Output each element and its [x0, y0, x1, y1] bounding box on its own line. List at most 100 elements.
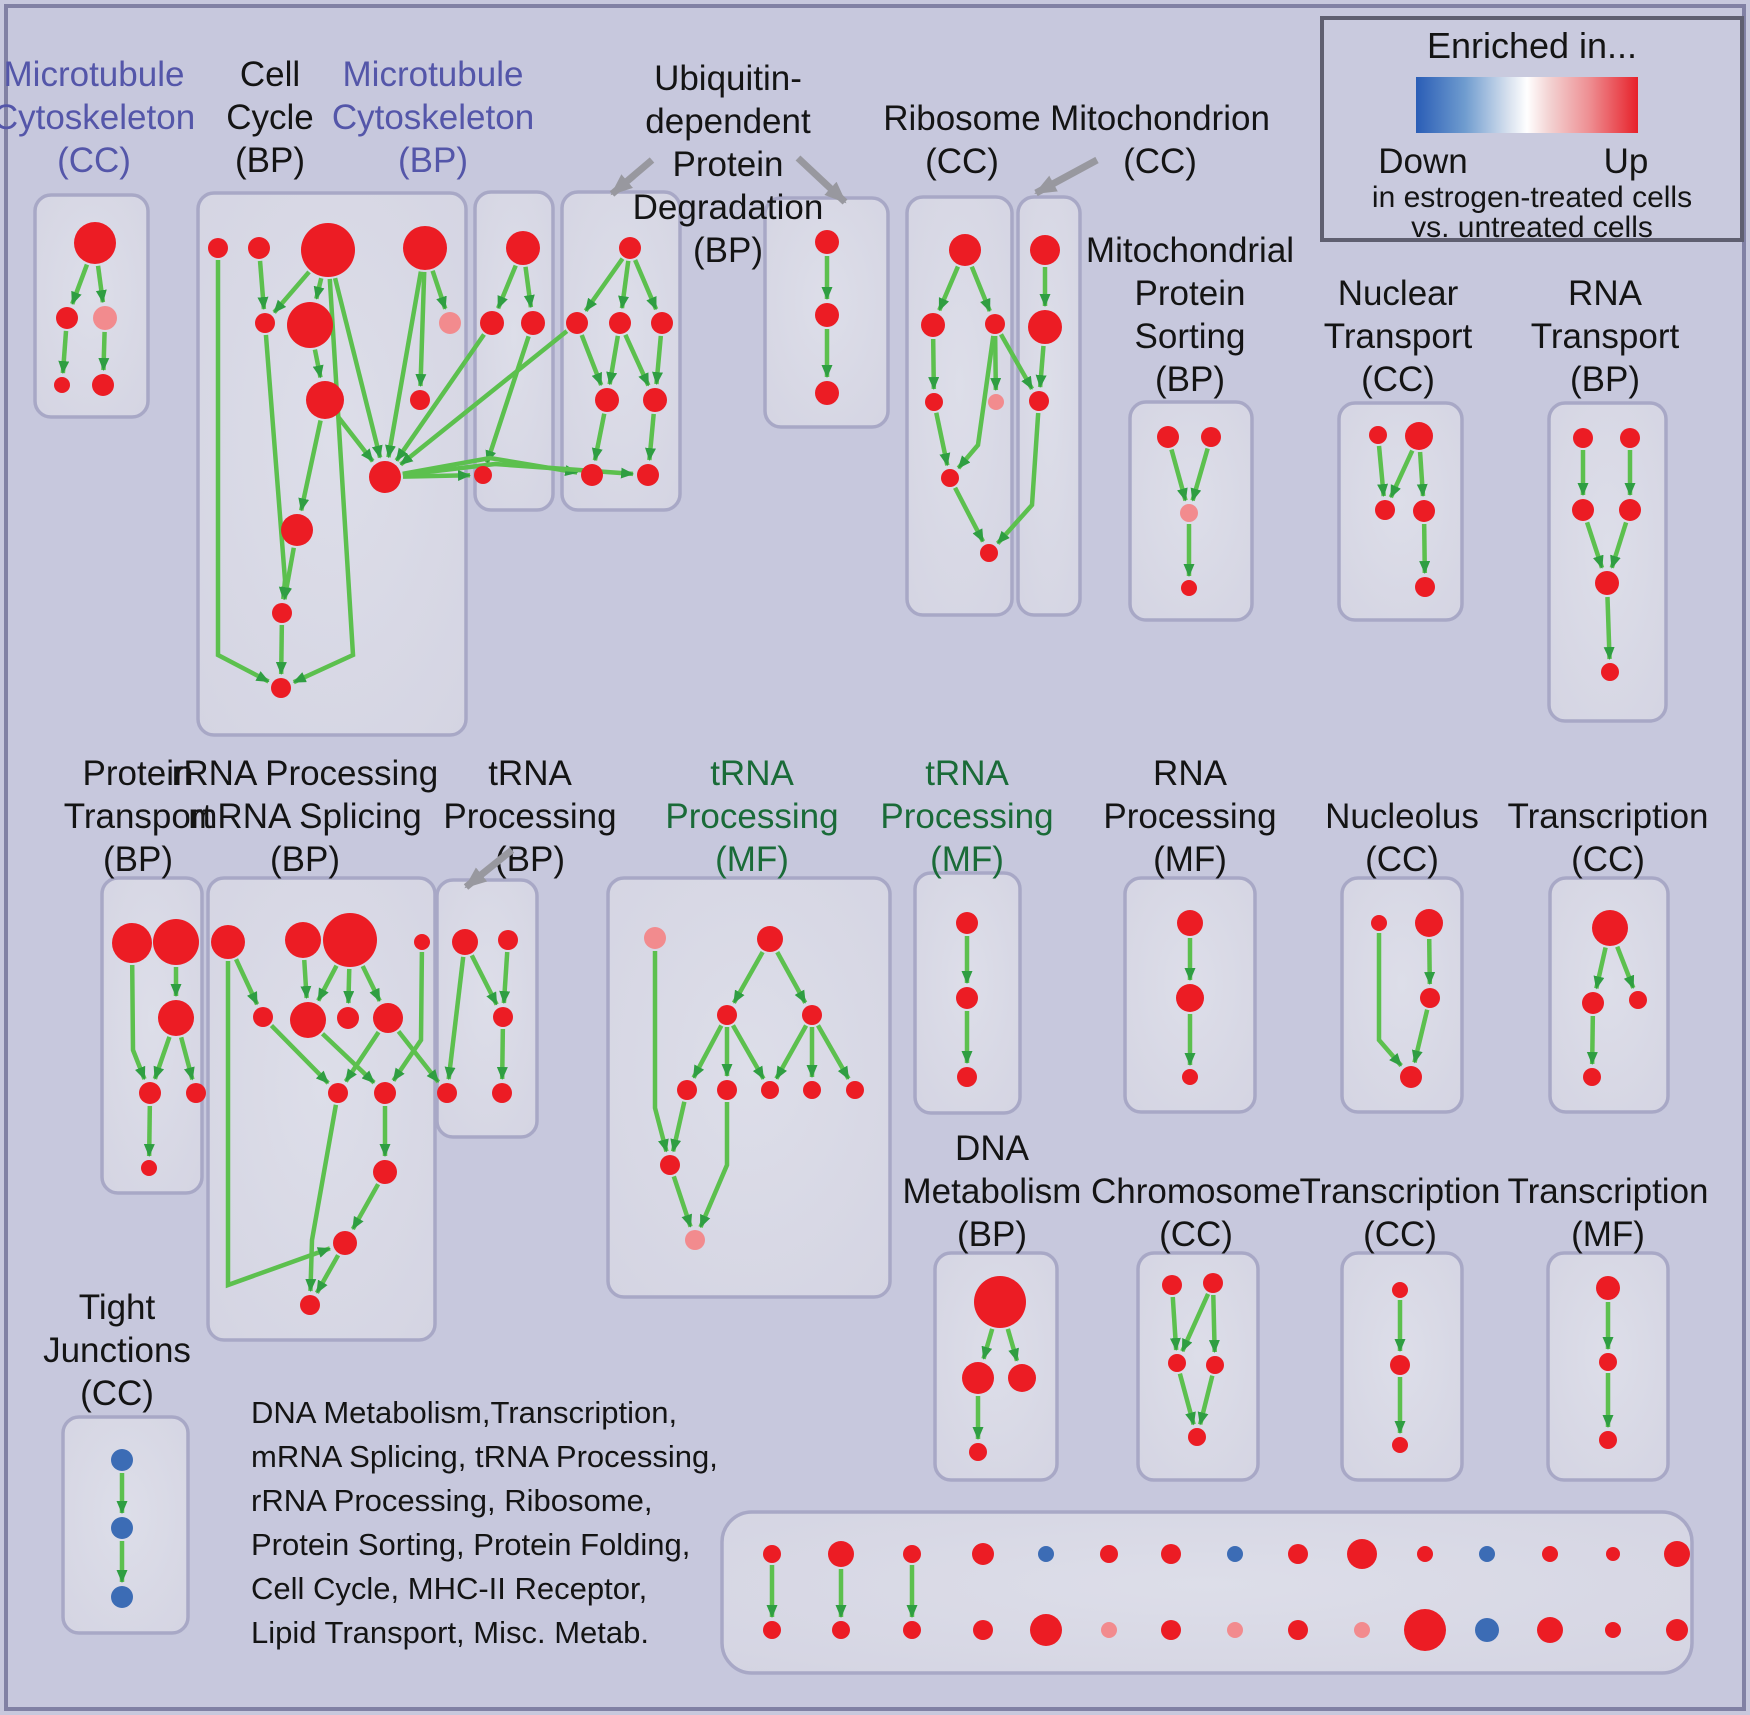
gene-node-rrna_mrna-l3[interactable] — [323, 913, 377, 967]
gene-node-trna_mf1-ns2[interactable] — [717, 1080, 737, 1100]
gene-node-trna_mf1-nb[interactable] — [757, 926, 783, 952]
gene-node-transcription_cc2-r3[interactable] — [1629, 991, 1647, 1009]
gene-node-trna_mf1-nm1[interactable] — [717, 1005, 737, 1025]
gene-node-tight_junctions-w3[interactable] — [111, 1586, 133, 1608]
gene-node-rrna_mrna-l5[interactable] — [253, 1007, 273, 1027]
strip-node-top-3[interactable] — [903, 1545, 921, 1563]
gene-node-trna_mf1-ns4[interactable] — [803, 1081, 821, 1099]
gene-node-chromosome-t2[interactable] — [1203, 1273, 1223, 1293]
strip-node-bottom-7[interactable] — [1161, 1620, 1181, 1640]
gene-node-protein_transport-k2[interactable] — [153, 919, 199, 965]
strip-node-top-11[interactable] — [1417, 1546, 1433, 1562]
gene-node-trna_mf2-o3[interactable] — [957, 1067, 977, 1087]
gene-node-dna_metab-s1[interactable] — [974, 1276, 1026, 1328]
strip-node-bottom-6[interactable] — [1101, 1622, 1117, 1638]
strip-node-top-8[interactable] — [1227, 1546, 1243, 1562]
gene-node-trna_mf1-nf[interactable] — [685, 1230, 705, 1250]
gene-node-rrna_mrna-l2[interactable] — [285, 922, 321, 958]
gene-node-mt_cc-a1[interactable] — [74, 222, 116, 264]
strip-node-bottom-10[interactable] — [1354, 1622, 1370, 1638]
gene-node-cell_cycle-b4[interactable] — [403, 226, 447, 270]
gene-node-mito_sorting-h3[interactable] — [1180, 504, 1198, 522]
strip-node-bottom-4[interactable] — [973, 1620, 993, 1640]
gene-node-cell_cycle-b11[interactable] — [281, 514, 313, 546]
gene-node-ubiq2-e2[interactable] — [815, 303, 839, 327]
gene-node-ubiq1-d6[interactable] — [643, 388, 667, 412]
gene-node-rrna_mrna-l12[interactable] — [333, 1231, 357, 1255]
gene-node-cell_cycle-b3[interactable] — [301, 223, 355, 277]
gene-node-transcription_cc3-u3[interactable] — [1392, 1437, 1408, 1453]
gene-node-mt_cc-a5[interactable] — [92, 374, 114, 396]
gene-node-transcription_cc2-r4[interactable] — [1583, 1068, 1601, 1086]
gene-node-dna_metab-s2[interactable] — [962, 1362, 994, 1394]
gene-node-rrna_mrna-l4[interactable] — [414, 934, 430, 950]
strip-node-bottom-9[interactable] — [1288, 1620, 1308, 1640]
gene-node-cell_cycle-b7[interactable] — [439, 312, 461, 334]
gene-node-rna_proc_mf-p1[interactable] — [1177, 910, 1203, 936]
gene-node-trna_mf1-ns1[interactable] — [677, 1080, 697, 1100]
gene-node-trna_bp-mA[interactable] — [452, 929, 478, 955]
strip-node-top-1[interactable] — [763, 1545, 781, 1563]
gene-node-nucleolus-q4[interactable] — [1400, 1066, 1422, 1088]
gene-node-ubiq1-d2[interactable] — [566, 312, 588, 334]
strip-node-top-9[interactable] — [1288, 1544, 1308, 1564]
gene-node-trna_bp-mE[interactable] — [492, 1083, 512, 1103]
gene-node-mt_cc-a4[interactable] — [54, 377, 70, 393]
gene-node-rna_transport-j5[interactable] — [1595, 571, 1619, 595]
gene-node-trna_bp-mC[interactable] — [493, 1007, 513, 1027]
gene-node-protein_transport-k1[interactable] — [112, 923, 152, 963]
strip-node-bottom-3[interactable] — [903, 1621, 921, 1639]
gene-node-nucleolus-q2[interactable] — [1415, 909, 1443, 937]
gene-node-dna_metab-s3[interactable] — [1008, 1364, 1036, 1392]
gene-node-cell_cycle-b1[interactable] — [208, 238, 228, 258]
strip-node-bottom-12[interactable] — [1475, 1618, 1499, 1642]
gene-node-trna_mf2-o2[interactable] — [956, 987, 978, 1009]
gene-node-protein_transport-k5[interactable] — [186, 1083, 206, 1103]
gene-node-protein_transport-k3[interactable] — [158, 1000, 194, 1036]
gene-node-nuclear_transport-i1[interactable] — [1369, 426, 1387, 444]
gene-node-mito_sorting-h4[interactable] — [1181, 580, 1197, 596]
gene-node-trna_mf1-ns5[interactable] — [846, 1081, 864, 1099]
gene-node-rna_transport-j6[interactable] — [1601, 663, 1619, 681]
gene-node-trna_mf1-nm2[interactable] — [802, 1005, 822, 1025]
gene-node-mt_bp-c2[interactable] — [480, 311, 504, 335]
gene-node-ubiq2-e3[interactable] — [815, 381, 839, 405]
gene-node-trna_mf1-ns3[interactable] — [761, 1081, 779, 1099]
gene-node-rrna_mrna-l1[interactable] — [211, 925, 245, 959]
gene-node-ribosome-f5[interactable] — [988, 394, 1004, 410]
gene-node-mt_bp-c1[interactable] — [506, 231, 540, 265]
gene-node-rna_transport-j1[interactable] — [1573, 428, 1593, 448]
gene-node-rna_transport-j3[interactable] — [1572, 499, 1594, 521]
strip-node-top-14[interactable] — [1606, 1547, 1620, 1561]
gene-node-nucleolus-q3[interactable] — [1420, 988, 1440, 1008]
gene-node-mt_cc-a3[interactable] — [93, 306, 117, 330]
gene-node-rrna_mrna-l11[interactable] — [373, 1160, 397, 1184]
gene-node-nuclear_transport-i5[interactable] — [1415, 577, 1435, 597]
strip-node-bottom-2[interactable] — [832, 1621, 850, 1639]
gene-node-rna_proc_mf-p3[interactable] — [1182, 1069, 1198, 1085]
gene-node-ubiq1-d8[interactable] — [637, 464, 659, 486]
gene-node-ubiq2-e1[interactable] — [815, 230, 839, 254]
gene-node-mitochondrion-g2[interactable] — [1028, 310, 1062, 344]
strip-node-bottom-5[interactable] — [1030, 1614, 1062, 1646]
gene-node-trna_bp-mB[interactable] — [498, 930, 518, 950]
gene-node-chromosome-t5[interactable] — [1188, 1428, 1206, 1446]
strip-node-top-5[interactable] — [1038, 1546, 1054, 1562]
gene-node-transcription_cc2-r1[interactable] — [1592, 910, 1628, 946]
gene-node-ribosome-f7[interactable] — [980, 544, 998, 562]
gene-node-cell_cycle-b13[interactable] — [271, 678, 291, 698]
gene-node-cell_cycle-b10[interactable] — [369, 461, 401, 493]
gene-node-ubiq1-d5[interactable] — [595, 388, 619, 412]
gene-node-tight_junctions-w1[interactable] — [111, 1449, 133, 1471]
gene-node-mitochondrion-g1[interactable] — [1030, 235, 1060, 265]
gene-node-tight_junctions-w2[interactable] — [111, 1517, 133, 1539]
gene-node-protein_transport-k6[interactable] — [141, 1160, 157, 1176]
strip-node-top-10[interactable] — [1347, 1539, 1377, 1569]
gene-node-transcription_mf-v1[interactable] — [1596, 1276, 1620, 1300]
strip-node-top-2[interactable] — [828, 1541, 854, 1567]
gene-node-chromosome-t4[interactable] — [1206, 1356, 1224, 1374]
gene-node-rrna_mrna-l8[interactable] — [373, 1003, 403, 1033]
strip-node-top-12[interactable] — [1479, 1546, 1495, 1562]
strip-node-bottom-14[interactable] — [1605, 1622, 1621, 1638]
gene-node-mito_sorting-h2[interactable] — [1201, 427, 1221, 447]
